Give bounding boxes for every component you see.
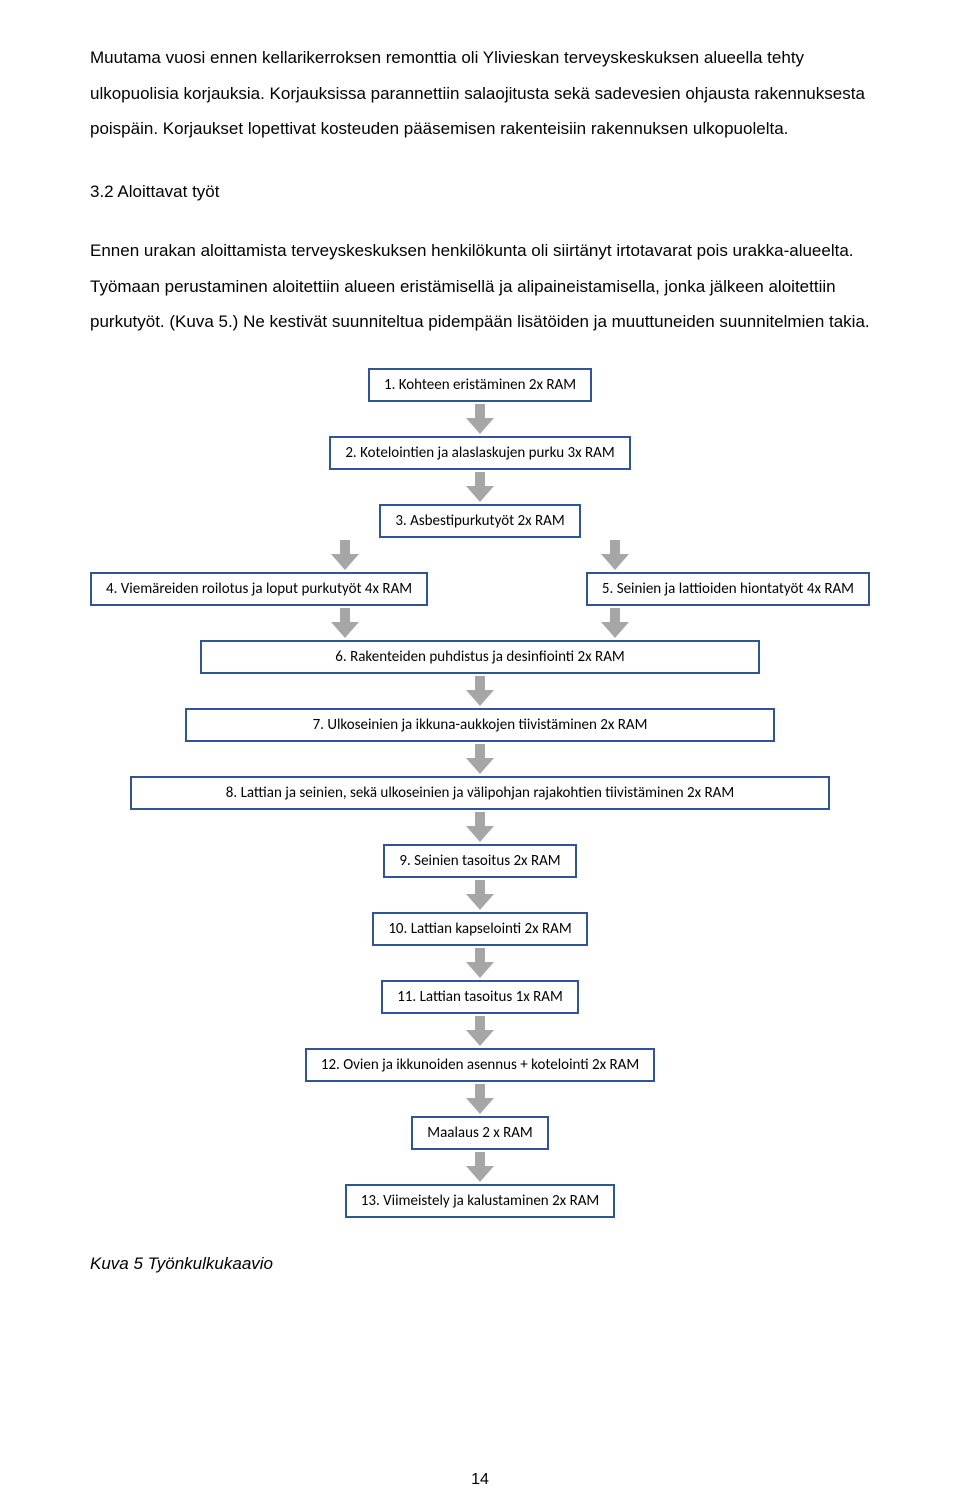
flow-arrow — [462, 946, 498, 980]
flow-node-5: 5. Seinien ja lattioiden hiontatyöt 4x R… — [586, 572, 870, 606]
flow-node-maalaus: Maalaus 2 x RAM — [411, 1116, 549, 1150]
flow-arrow — [462, 1150, 498, 1184]
flow-node-1: 1. Kohteen eristäminen 2x RAM — [368, 368, 592, 402]
section-heading: 3.2 Aloittavat työt — [90, 175, 870, 209]
intro-paragraph: Muutama vuosi ennen kellarikerroksen rem… — [90, 40, 870, 147]
flow-arrow — [462, 878, 498, 912]
flow-arrow — [462, 742, 498, 776]
flow-node-3: 3. Asbestipurkutyöt 2x RAM — [379, 504, 580, 538]
flow-arrow — [462, 810, 498, 844]
flow-node-7: 7. Ulkoseinien ja ikkuna-aukkojen tiivis… — [185, 708, 775, 742]
flow-node-12: 12. Ovien ja ikkunoiden asennus + kotelo… — [305, 1048, 655, 1082]
flow-node-9: 9. Seinien tasoitus 2x RAM — [383, 844, 576, 878]
body-paragraph: Ennen urakan aloittamista terveyskeskuks… — [90, 233, 870, 340]
flow-node-6: 6. Rakenteiden puhdistus ja desinfiointi… — [200, 640, 760, 674]
flow-arrow-merge — [90, 606, 870, 640]
page-number: 14 — [0, 1471, 960, 1489]
flow-arrow — [462, 402, 498, 436]
flow-node-2: 2. Kotelointien ja alaslaskujen purku 3x… — [329, 436, 630, 470]
flow-node-10: 10. Lattian kapselointi 2x RAM — [372, 912, 587, 946]
flow-arrow — [462, 1014, 498, 1048]
flow-node-8: 8. Lattian ja seinien, sekä ulkoseinien … — [130, 776, 830, 810]
figure-caption: Kuva 5 Työnkulkukaavio — [90, 1254, 870, 1274]
flow-arrow — [462, 470, 498, 504]
flow-arrow — [462, 1082, 498, 1116]
flow-node-4: 4. Viemäreiden roilotus ja loput purkuty… — [90, 572, 428, 606]
flow-split-row: 4. Viemäreiden roilotus ja loput purkuty… — [90, 572, 870, 606]
flow-node-11: 11. Lattian tasoitus 1x RAM — [381, 980, 579, 1014]
flow-node-13: 13. Viimeistely ja kalustaminen 2x RAM — [345, 1184, 615, 1218]
flow-arrow-split — [90, 538, 870, 572]
flow-arrow — [462, 674, 498, 708]
workflow-flowchart: 1. Kohteen eristäminen 2x RAM 2. Koteloi… — [90, 368, 870, 1218]
